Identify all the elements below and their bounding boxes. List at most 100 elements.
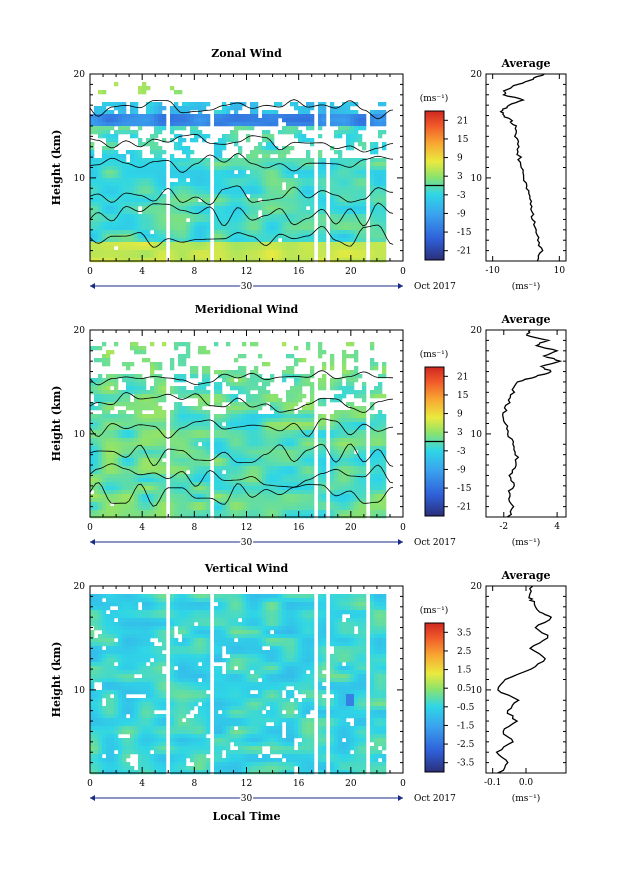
heatmap-cell (194, 454, 199, 459)
heatmap-cell (138, 462, 143, 467)
heatmap-cell (194, 258, 199, 263)
heatmap-cell (158, 490, 163, 495)
heatmap-cell (382, 498, 387, 503)
heatmap-cell (214, 202, 219, 207)
heatmap-cell (142, 446, 147, 451)
heatmap-cell (322, 466, 327, 471)
heatmap-cell (278, 246, 283, 251)
heatmap-cell (270, 206, 275, 211)
heatmap-cell (350, 234, 355, 239)
heatmap-cell (370, 158, 375, 163)
heatmap-cell (286, 478, 291, 483)
heatmap-cell (374, 254, 379, 259)
heatmap-cell (206, 206, 211, 211)
heatmap-cell (226, 110, 231, 115)
heatmap-cell (98, 218, 103, 223)
heatmap-cell (338, 106, 343, 111)
heatmap-cell (278, 466, 283, 471)
heatmap-cell (346, 446, 351, 451)
heatmap-cell (298, 218, 303, 223)
heatmap-cell (222, 158, 227, 163)
heatmap-cell (246, 450, 251, 455)
heatmap-cell (102, 450, 107, 455)
heatmap-cell (170, 158, 175, 163)
heatmap-cell (186, 234, 191, 239)
heatmap-cell (218, 462, 223, 467)
heatmap-cell (246, 178, 251, 183)
heatmap-cell (122, 374, 127, 379)
heatmap-cell (98, 414, 103, 419)
heatmap-cell (106, 486, 111, 491)
heatmap-cell (154, 394, 159, 399)
heatmap-cell (130, 234, 135, 239)
heatmap-cell (282, 154, 287, 159)
heatmap-cell (238, 414, 243, 419)
heatmap-cell (330, 222, 335, 227)
heatmap-cell (354, 202, 359, 207)
heatmap-cell (350, 482, 355, 487)
heatmap-cell (370, 142, 375, 147)
heatmap-cell (98, 90, 103, 95)
heatmap-cell (130, 434, 135, 439)
heatmap-cell (330, 170, 335, 175)
heatmap-cell (358, 446, 363, 451)
heatmap-cell (126, 114, 131, 119)
heatmap-cell (378, 246, 383, 251)
heatmap-cell (382, 238, 387, 243)
heatmap-cell (290, 502, 295, 507)
heatmap-cell (106, 386, 111, 391)
heatmap-cell (302, 506, 307, 511)
heatmap-cell (138, 398, 143, 403)
heatmap-cell (194, 494, 199, 499)
heatmap-cell (334, 426, 339, 431)
heatmap-cell (202, 178, 207, 183)
heatmap-cell (134, 402, 139, 407)
heatmap-cell (146, 218, 151, 223)
heatmap-cell (230, 382, 235, 387)
heatmap-cell (374, 510, 379, 515)
heatmap-cell (90, 126, 95, 131)
heatmap-cell (238, 222, 243, 227)
heatmap-cell (346, 490, 351, 495)
heatmap-cell (270, 402, 275, 407)
heatmap-cell (170, 422, 175, 427)
heatmap-cell (110, 114, 115, 119)
heatmap-cell (302, 406, 307, 411)
heatmap-cell (278, 114, 283, 119)
heatmap-cell (198, 246, 203, 251)
x-tick-label: 16 (293, 267, 305, 277)
heatmap-cell (246, 394, 251, 399)
heatmap-cell (346, 466, 351, 471)
heatmap-cell (270, 150, 275, 155)
heatmap-cell (214, 426, 219, 431)
heatmap-cell (90, 434, 95, 439)
heatmap-cell (238, 258, 243, 263)
heatmap-cell (238, 494, 243, 499)
heatmap-cell (266, 450, 271, 455)
heatmap-cell (142, 210, 147, 215)
heatmap-cell (226, 190, 231, 195)
heatmap-cell (262, 498, 267, 503)
heatmap-cell (218, 498, 223, 503)
heatmap-cell (90, 246, 95, 251)
heatmap-cell (214, 210, 219, 215)
heatmap-cell (282, 414, 287, 419)
heatmap-cell (178, 386, 183, 391)
heatmap-cell (146, 122, 151, 127)
heatmap-cell (234, 198, 239, 203)
heatmap-cell (134, 150, 139, 155)
heatmap-cell (202, 430, 207, 435)
heatmap-cell (246, 230, 251, 235)
heatmap-cell (250, 510, 255, 515)
heatmap-cell (362, 206, 367, 211)
heatmap-cell (226, 222, 231, 227)
heatmap-cell (114, 138, 119, 143)
heatmap-cell (318, 490, 323, 495)
heatmap-cell (282, 238, 287, 243)
heatmap-cell (106, 478, 111, 483)
heatmap-cell (218, 466, 223, 471)
heatmap-cell (290, 514, 295, 519)
heatmap-cell (178, 342, 183, 347)
heatmap-cell (214, 482, 219, 487)
heatmap-cell (98, 418, 103, 423)
